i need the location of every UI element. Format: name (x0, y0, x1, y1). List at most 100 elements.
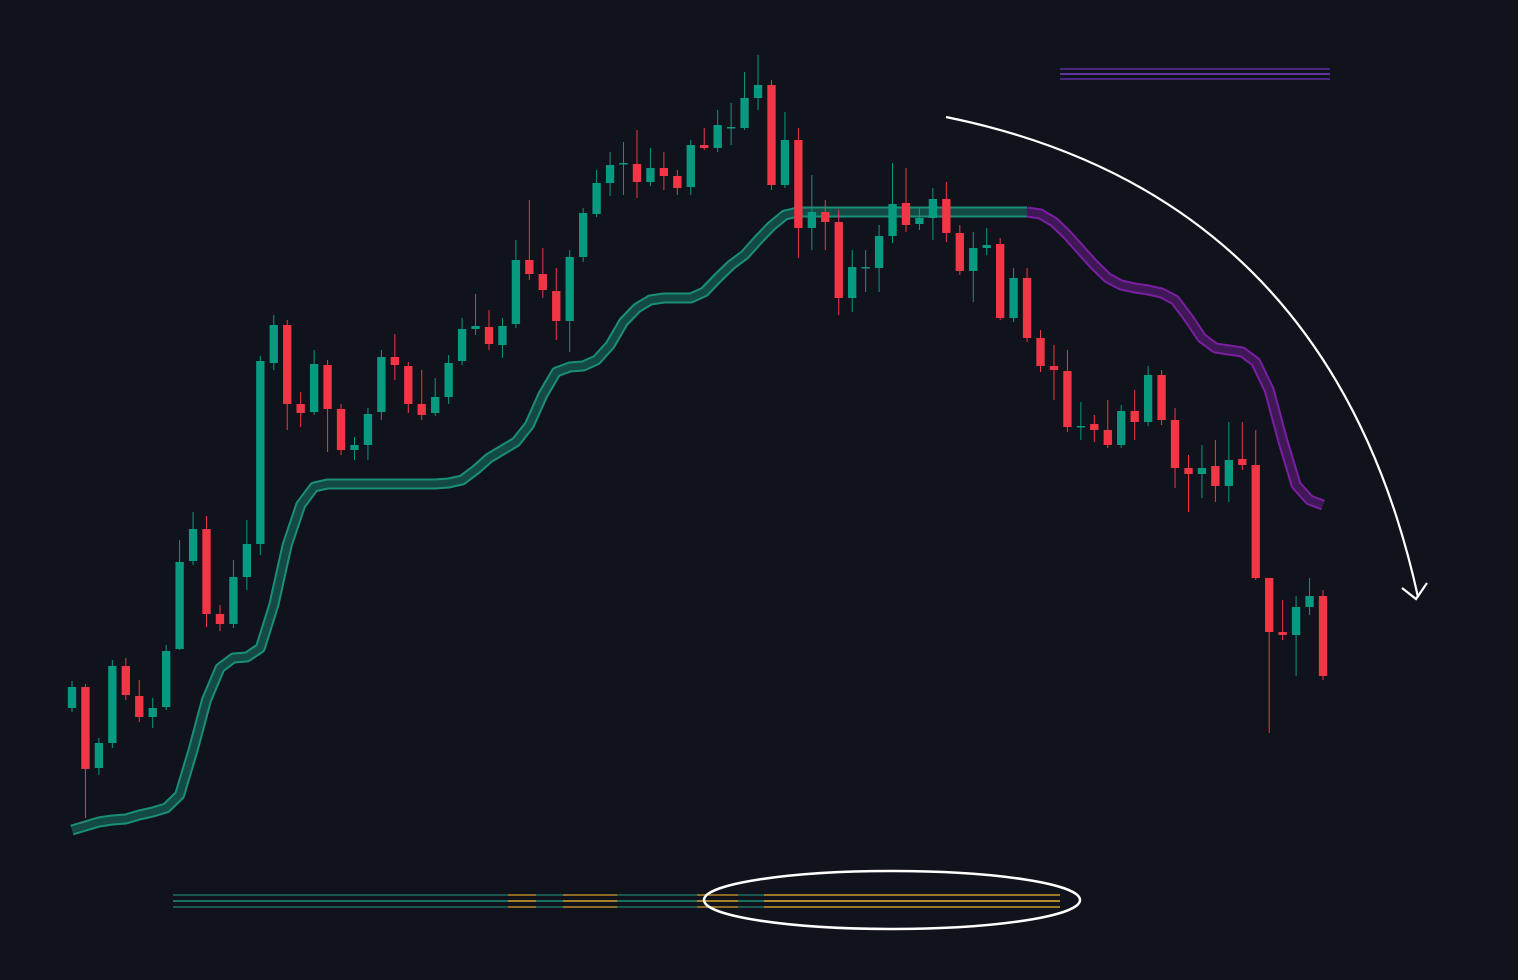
candle (659, 152, 669, 190)
candle-body (915, 218, 924, 224)
band (1026, 206, 1325, 511)
candle-body (121, 666, 130, 695)
candle-body (1076, 426, 1086, 428)
candle-body (108, 666, 117, 743)
candle-body (525, 260, 534, 274)
candle-body (431, 397, 440, 413)
candle-body (1211, 466, 1220, 486)
candle-body (807, 212, 817, 228)
candle (1009, 268, 1018, 322)
candle (552, 268, 561, 340)
candle-body (511, 260, 521, 324)
candle (1117, 405, 1126, 448)
candle (1184, 455, 1193, 512)
candle-body (323, 365, 332, 409)
candle-body (1117, 411, 1126, 445)
candle-body (1143, 375, 1153, 422)
candle-body (942, 199, 951, 233)
candle (404, 362, 413, 413)
candle-body (1238, 459, 1247, 465)
candle (1049, 345, 1059, 400)
candle (942, 182, 951, 242)
candle-body (659, 168, 669, 176)
candle (888, 163, 897, 243)
candle-body (336, 409, 346, 450)
candle-body (1318, 596, 1328, 676)
candle (780, 112, 790, 188)
candle-body (256, 361, 265, 544)
candle (565, 250, 574, 352)
candle (592, 170, 601, 217)
candle (283, 320, 292, 430)
candle (188, 512, 198, 565)
candle-body (1197, 468, 1207, 474)
candle (417, 370, 426, 420)
candle (632, 130, 642, 198)
candle (444, 355, 453, 404)
candle (700, 128, 709, 150)
candle (995, 238, 1005, 320)
candle (175, 540, 184, 650)
plot (67, 55, 1328, 836)
candle-body (1063, 371, 1072, 427)
candle-body (188, 529, 198, 561)
candle-body (390, 357, 400, 365)
candle (471, 294, 480, 335)
candle-body (605, 165, 615, 183)
candle-body (202, 529, 211, 614)
candle-body (309, 364, 319, 412)
candle (1022, 268, 1032, 342)
candle-body (363, 414, 373, 445)
candle (1103, 400, 1112, 448)
candle-body (1305, 596, 1314, 607)
candle-body (552, 291, 561, 321)
candle-body (632, 164, 642, 182)
candle (108, 660, 117, 748)
candle (511, 240, 521, 328)
candle (861, 250, 870, 292)
candle (242, 520, 252, 590)
candle (1278, 600, 1287, 640)
bottom-stripes (173, 894, 1060, 908)
candle-body (955, 233, 964, 271)
candle-body (834, 222, 843, 298)
candle (1170, 408, 1180, 488)
candle (296, 392, 305, 427)
candle (1238, 422, 1247, 470)
top-lines (1060, 68, 1330, 80)
candle-body (753, 85, 763, 98)
candle-body (538, 274, 547, 290)
candle-body (1130, 411, 1139, 422)
candle-body (740, 98, 749, 128)
candle-body (444, 363, 453, 397)
candle-body (1157, 375, 1166, 420)
candle-body (1184, 468, 1193, 474)
candle-body (794, 140, 803, 228)
candle-body (377, 357, 386, 412)
candle (161, 645, 171, 710)
candle (1076, 402, 1086, 440)
candle (1143, 366, 1153, 426)
candle (794, 128, 803, 258)
candle (673, 170, 682, 195)
candle-body (1049, 366, 1059, 370)
candle-body (94, 743, 104, 768)
candle-body (1103, 430, 1112, 445)
candle-body (296, 404, 305, 413)
candle-body (646, 168, 655, 182)
candle (955, 225, 964, 275)
candle-body (686, 145, 695, 187)
candle-body (1278, 632, 1287, 635)
candle-body (484, 327, 494, 344)
candle (605, 152, 615, 196)
band-fill (71, 208, 1028, 834)
candle-body (283, 325, 292, 404)
candle-body (215, 614, 225, 624)
candle-body (726, 127, 736, 129)
candle (1224, 422, 1234, 502)
candle-body (1022, 278, 1032, 338)
candle (363, 408, 373, 460)
candle (256, 356, 265, 555)
candle-body (498, 326, 507, 345)
candle-body (161, 651, 171, 707)
